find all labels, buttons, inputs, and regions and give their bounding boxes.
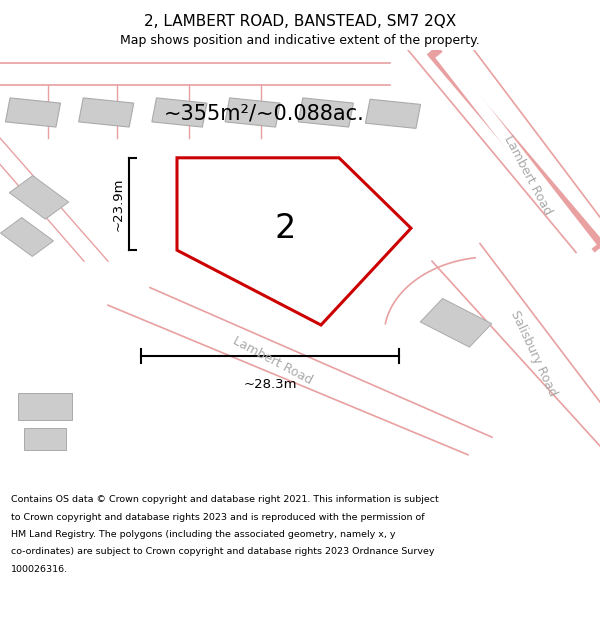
Polygon shape	[1, 217, 53, 256]
Text: 100026316.: 100026316.	[11, 565, 68, 574]
Polygon shape	[365, 99, 421, 128]
Text: Map shows position and indicative extent of the property.: Map shows position and indicative extent…	[120, 34, 480, 47]
Polygon shape	[298, 98, 353, 127]
Text: co-ordinates) are subject to Crown copyright and database rights 2023 Ordnance S: co-ordinates) are subject to Crown copyr…	[11, 548, 434, 556]
Text: 2, LAMBERT ROAD, BANSTEAD, SM7 2QX: 2, LAMBERT ROAD, BANSTEAD, SM7 2QX	[144, 14, 456, 29]
Polygon shape	[5, 98, 61, 127]
Text: ~28.3m: ~28.3m	[243, 378, 297, 391]
Text: HM Land Registry. The polygons (including the associated geometry, namely x, y: HM Land Registry. The polygons (includin…	[11, 530, 395, 539]
Polygon shape	[24, 428, 66, 451]
Polygon shape	[225, 98, 280, 127]
Text: Lambert Road: Lambert Road	[231, 334, 315, 387]
Polygon shape	[10, 176, 68, 219]
Polygon shape	[257, 211, 343, 268]
Text: ~23.9m: ~23.9m	[112, 177, 125, 231]
Polygon shape	[177, 158, 411, 325]
Text: Salisbury Road: Salisbury Road	[508, 309, 560, 399]
Polygon shape	[18, 393, 72, 419]
Text: Contains OS data © Crown copyright and database right 2021. This information is : Contains OS data © Crown copyright and d…	[11, 495, 439, 504]
Polygon shape	[79, 98, 134, 127]
Text: to Crown copyright and database rights 2023 and is reproduced with the permissio: to Crown copyright and database rights 2…	[11, 512, 424, 521]
Text: ~355m²/~0.088ac.: ~355m²/~0.088ac.	[164, 104, 364, 124]
Polygon shape	[152, 98, 207, 127]
Text: Lambert Road: Lambert Road	[502, 134, 554, 218]
Polygon shape	[420, 299, 492, 347]
Text: 2: 2	[274, 212, 296, 245]
